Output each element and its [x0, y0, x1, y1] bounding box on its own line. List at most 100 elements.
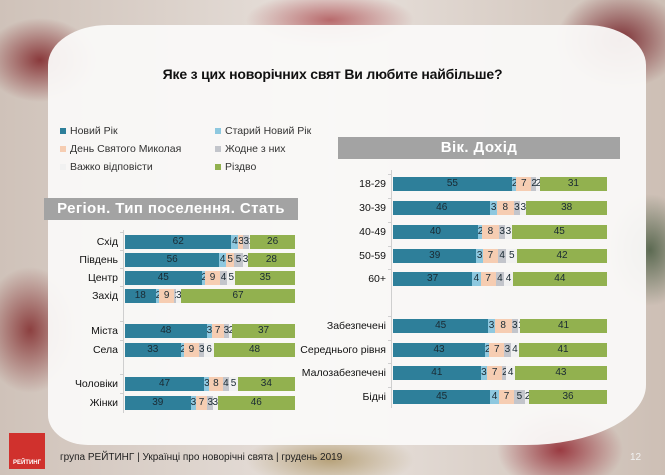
category-label: Схід [96, 236, 118, 248]
bar-segment-staryi-novyi-rik: 2 [477, 225, 484, 239]
bar-segment-zhodne: 4 [495, 272, 505, 286]
axis-tick [388, 387, 392, 388]
stacked-bar: 37 4 7 4 4 44 [393, 272, 607, 286]
page-number: 12 [630, 452, 642, 463]
bar-segment-staryi-novyi-rik: 3 [206, 324, 213, 338]
bar-segment-rizdvo: 46 [217, 396, 295, 410]
category-label: Чоловіки [74, 378, 118, 390]
bar-segment-staryi-novyi-rik: 3 [480, 366, 488, 380]
stacked-bar: 55 2 7 2 2 31 [393, 177, 607, 191]
bar-segment-zhodne: 4 [220, 271, 227, 285]
bar-segment-den-mykolaya: 7 [211, 324, 224, 338]
legend-label: Різдво [225, 161, 257, 173]
category-label: 60+ [368, 273, 386, 285]
stacked-bar: 47 3 8 4 5 34 [125, 377, 295, 391]
category-label: Центр [87, 272, 118, 284]
bar-segment-staryi-novyi-rik: 3 [488, 319, 495, 333]
bar-segment-novyi-rik: 39 [393, 249, 477, 263]
axis-tick [388, 316, 392, 317]
bar-segment-rizdvo: 41 [520, 319, 607, 333]
bar-segment-novyi-rik: 45 [393, 390, 491, 404]
stacked-bar: 41 3 7 2 4 43 [393, 366, 607, 380]
legend-item-staryi-novyi-rik: Старий Новий Рік [215, 125, 311, 137]
bar-segment-zhodne: 3 [199, 343, 205, 357]
axis-tick [388, 174, 392, 175]
bar-segment-rizdvo: 42 [517, 249, 607, 263]
bar-segment-vazhko: 2 [524, 390, 531, 404]
bar-segment-rizdvo: 34 [237, 377, 295, 391]
bar-segment-den-mykolaya: 7 [498, 390, 515, 404]
bar-segment-vazhko: 3 [505, 225, 512, 239]
category-label: Жінки [89, 397, 118, 409]
bar-segment-staryi-novyi-rik: 3 [204, 377, 210, 391]
axis-tick [120, 268, 124, 269]
axis-tick [388, 340, 392, 341]
axis-tick [388, 198, 392, 199]
bar-segment-den-mykolaya: 7 [480, 272, 496, 286]
bar-segment-den-mykolaya: 7 [489, 343, 505, 357]
legend-label: Жодне з них [225, 143, 286, 155]
category-label: Середнього рівня [300, 344, 386, 356]
footer-text: група РЕЙТИНГ | Українці про новорічні с… [60, 452, 343, 463]
category-label: 50-59 [359, 250, 386, 262]
category-label: Бідні [362, 391, 386, 403]
bar-segment-staryi-novyi-rik: 2 [485, 343, 491, 357]
bar-segment-novyi-rik: 46 [393, 201, 491, 215]
stacked-bar: 43 2 7 3 4 41 [393, 343, 607, 357]
axis-tick [120, 286, 124, 287]
axis-tick [388, 222, 392, 223]
legend-label: День Святого Миколая [70, 143, 182, 155]
bar-segment-staryi-novyi-rik: 3 [476, 249, 483, 263]
bar-segment-vazhko: 3 [175, 289, 182, 303]
legend-swatch [60, 146, 66, 152]
bar-segment-zhodne: 4 [497, 249, 507, 263]
bar-segment-vazhko: 4 [510, 343, 520, 357]
category-label: Південь [79, 254, 118, 266]
stacked-bar: 18291367 [125, 289, 295, 303]
bar-segment-vazhko: 6 [204, 343, 215, 357]
bar-segment-zhodne: 3 [498, 225, 506, 239]
bar-segment-novyi-rik: 48 [125, 324, 207, 338]
bar-segment-vazhko: 2 [535, 177, 542, 191]
category-label: Міста [91, 325, 118, 337]
rating-logo: РЕЙТИНГ [9, 433, 45, 469]
stacked-bar: 33293648 [125, 343, 295, 357]
legend-label: Важко відповісти [70, 161, 153, 173]
axis-tick [388, 269, 392, 270]
stacked-bar: 45383141 [393, 319, 607, 333]
axis-tick [120, 232, 124, 233]
bar-segment-zhodne: 3 [207, 396, 214, 410]
bar-segment-novyi-rik: 47 [125, 377, 205, 391]
bar-segment-novyi-rik: 40 [393, 225, 478, 239]
bar-segment-den-mykolaya: 7 [487, 366, 503, 380]
stacked-bar: 39 3 7 4 5 42 [393, 249, 607, 263]
bar-segment-novyi-rik: 18 [125, 289, 156, 303]
bar-segment-rizdvo: 41 [519, 343, 607, 357]
bar-segment-vazhko: 4 [506, 366, 515, 380]
bar-segment-zhodne: 3 [513, 201, 521, 215]
bar-segment-zhodne: 3 [223, 324, 230, 338]
legend-item-novyi-rik: Новий Рік [60, 125, 118, 137]
bar-segment-staryi-novyi-rik: 2 [155, 289, 161, 303]
bar-segment-staryi-novyi-rik: 4 [219, 253, 226, 267]
bar-segment-staryi-novyi-rik: 4 [231, 235, 239, 249]
legend-swatch [60, 128, 66, 134]
bar-segment-rizdvo: 31 [539, 177, 607, 191]
legend-label: Старий Новий Рік [225, 125, 312, 137]
legend-swatch [60, 164, 66, 170]
category-label: 18-29 [359, 178, 386, 190]
category-label: Малозабезпечені [301, 367, 386, 379]
stacked-bar: 56 4 5 5 3 28 [125, 253, 295, 267]
stacked-bar: 40 2 8 3 3 45 [393, 225, 607, 239]
bar-segment-rizdvo: 44 [512, 272, 607, 286]
bar-segment-rizdvo: 38 [526, 201, 607, 215]
axis-tick [388, 363, 392, 364]
bar-segment-rizdvo: 45 [511, 225, 607, 239]
legend-item-den-mykolaya: День Святого Миколая [60, 143, 181, 155]
bar-segment-den-mykolaya: 9 [158, 289, 175, 303]
bar-segment-den-mykolaya: 9 [204, 271, 221, 285]
bar-segment-zhodne: 2 [502, 366, 508, 380]
category-label: 40-49 [359, 226, 386, 238]
bar-segment-den-mykolaya: 8 [481, 225, 499, 239]
legend-swatch [215, 128, 221, 134]
